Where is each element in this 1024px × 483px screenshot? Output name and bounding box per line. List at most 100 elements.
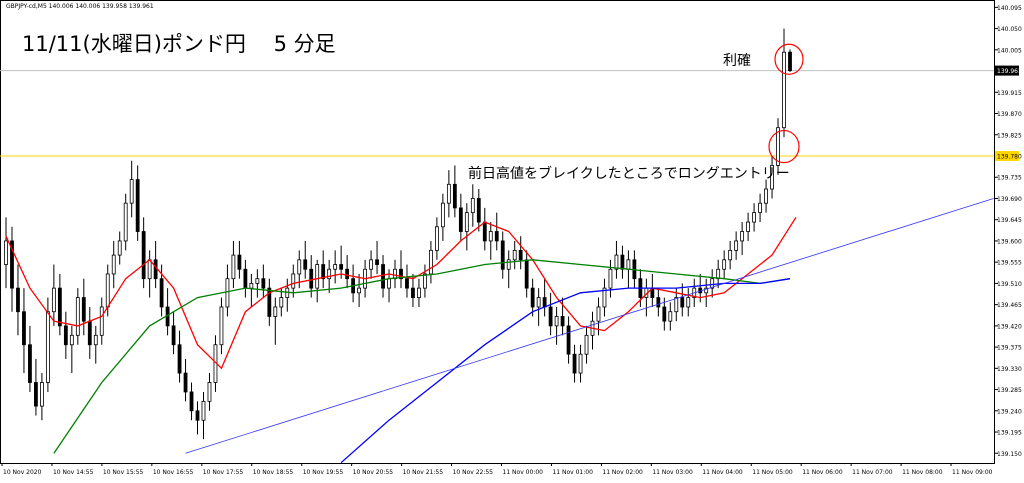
candle [117, 231, 122, 265]
candle-body-down [16, 287, 20, 313]
x-tick-label: 10 Nov 21:55 [403, 469, 444, 476]
candle [572, 344, 577, 383]
x-tick-label: 10 Nov 22:55 [453, 469, 494, 476]
x-tick-label: 11 Nov 02:00 [602, 469, 643, 476]
candle-body-up [249, 283, 254, 289]
candle-body-up [770, 165, 774, 190]
candle-body-up [201, 400, 206, 421]
candle [423, 264, 427, 298]
candle [375, 240, 379, 274]
candle-body-up [554, 316, 559, 327]
candle [399, 250, 403, 289]
candle [321, 250, 326, 289]
candle-body-down [482, 221, 487, 242]
candle [111, 240, 116, 289]
candle [405, 264, 409, 298]
y-tick-label: 139.645 [997, 217, 1022, 224]
candle-body-down [476, 198, 481, 223]
candle-body-up [123, 202, 128, 242]
candle-body-down [381, 264, 385, 289]
candle [279, 288, 284, 317]
candle-body-down [183, 372, 188, 393]
y-tick-label: 139.510 [997, 281, 1022, 288]
candle-body-down [494, 231, 499, 242]
y-tick-label: 139.465 [997, 302, 1022, 309]
candle-body-down [135, 179, 140, 232]
x-tick-label: 10 Nov 14:55 [53, 469, 94, 476]
candle [16, 264, 20, 336]
candle [782, 28, 786, 138]
candle-body-up [722, 259, 727, 270]
candle [4, 217, 8, 289]
current-price-box [995, 65, 1019, 76]
candle-body-down [141, 231, 146, 280]
candle-body-down [339, 264, 344, 270]
candle [303, 240, 308, 279]
take-profit-note: 利確 [723, 53, 751, 69]
candle-body-up [93, 334, 98, 346]
candle-body-down [375, 259, 379, 265]
candle-body-down [22, 311, 26, 346]
candle [435, 217, 439, 260]
x-tick-label: 11 Nov 01:00 [552, 469, 593, 476]
candle-body-down [656, 297, 661, 308]
candle-body-down [524, 259, 529, 289]
candle-body-up [4, 240, 8, 265]
y-tick-label: 139.330 [997, 366, 1022, 373]
candle [758, 193, 762, 223]
candle-body-up [75, 297, 80, 336]
candle [566, 316, 571, 364]
candle [34, 358, 38, 416]
candle [662, 297, 667, 331]
candle [267, 278, 272, 326]
candle-body-up [291, 273, 296, 289]
candle-body-up [369, 259, 373, 270]
candle [746, 212, 751, 241]
candle-body-up [734, 240, 739, 251]
y-tick-label: 139.690 [997, 196, 1022, 203]
candle-body-down [405, 278, 409, 289]
candle-body-down [680, 297, 685, 308]
y-tick-label: 139.915 [997, 90, 1022, 97]
candle-body-up [578, 353, 583, 374]
candle [446, 170, 451, 218]
candle-body-down [63, 325, 68, 346]
y-tick-label: 139.375 [997, 345, 1022, 352]
candle-body-down [189, 391, 194, 412]
candle-body-down [195, 410, 200, 421]
candle [237, 240, 242, 279]
candle-body-up [393, 268, 397, 280]
candle-body-down [34, 382, 38, 407]
y-tick-label: 139.961 [997, 68, 1022, 75]
candle [530, 278, 535, 317]
candle-body-up [225, 278, 230, 308]
candle [315, 259, 320, 303]
candle [99, 297, 104, 345]
candle [668, 302, 673, 331]
candle [440, 193, 445, 241]
candle [177, 330, 182, 383]
candle-body-down [662, 306, 667, 322]
candle [464, 203, 469, 251]
candle-body-up [207, 382, 212, 402]
candle-body-down [542, 297, 547, 308]
candle-body-up [614, 254, 619, 270]
x-tick-label: 11 Nov 06:00 [802, 469, 843, 476]
candle [10, 226, 14, 312]
x-tick-label: 11 Nov 08:00 [902, 469, 943, 476]
x-tick-label: 11 Nov 09:00 [952, 469, 993, 476]
candle-body-down [530, 287, 535, 308]
trend-line [185, 198, 994, 454]
candle-body-down [309, 268, 314, 289]
candle-body-up [45, 311, 50, 383]
candle-body-down [572, 353, 577, 374]
candle-body-up [716, 268, 721, 280]
candle-body-up [40, 382, 44, 407]
candle [770, 156, 774, 199]
candle-body-down [28, 344, 32, 383]
candle [710, 269, 715, 298]
y-tick-label: 139.195 [997, 430, 1022, 437]
candle-body-up [435, 226, 439, 251]
entry-note: 前日高値をブレイクしたところでロングエントリー [468, 166, 790, 182]
